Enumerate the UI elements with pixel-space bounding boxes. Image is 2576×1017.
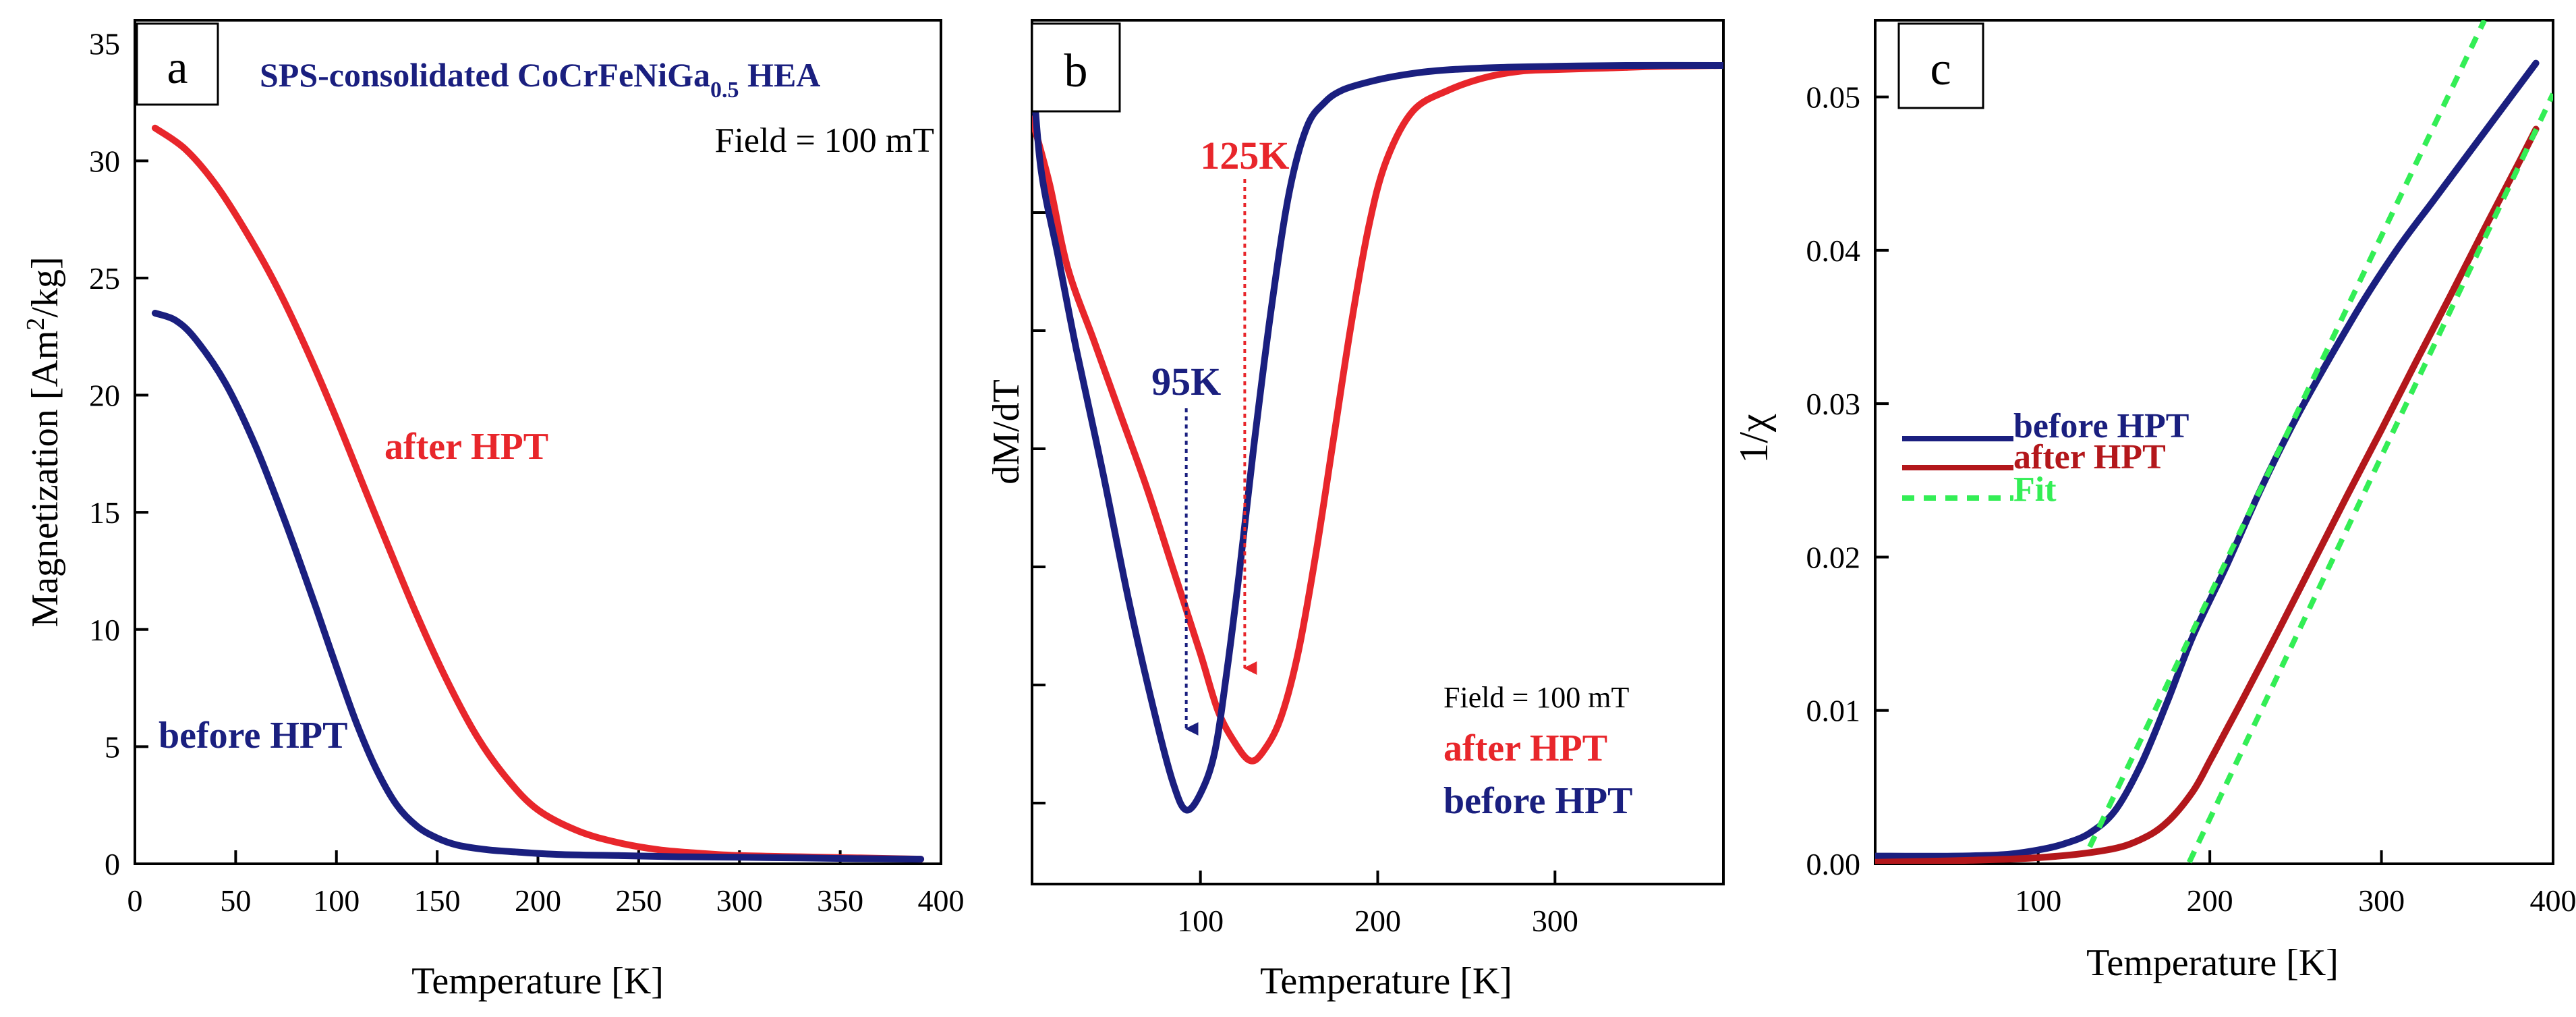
panel-letter: b [1064,45,1088,97]
axis-ticks: 100 200 300 400 0.00 0.01 0.02 0.03 0.04 0.05 [1806,80,2576,918]
series-label-after-hpt: after HPT [1443,727,1607,769]
x-tick-label: 200 [2187,883,2233,918]
y-tick-label: 0.02 [1806,540,1861,574]
axis-ticks: 0 50 100 150 200 250 300 350 400 0 5 10 15 20 25 30 35 [89,27,965,918]
panel-letter-box [1031,22,1121,113]
x-tick-label: 300 [2358,883,2405,918]
series-line-after-hpt [1032,62,1723,765]
y-tick-label: 0.03 [1806,387,1861,421]
series-line-before-hpt [1032,58,1723,814]
panel-letter-box [1897,22,1984,109]
y-tick-label: 0.00 [1806,847,1861,881]
x-tick-label: 0 [127,883,143,918]
x-tick-label: 300 [1532,904,1578,938]
y-axis-label: dM/dT [985,379,1027,485]
plot-frame [1874,19,2554,865]
y-tick-label: 20 [89,379,120,413]
legend-label-before-hpt: before HPT [2013,407,2189,445]
field-note: Field = 100 mT [715,121,934,160]
y-tick-label: 0.01 [1806,694,1861,728]
x-tick-label: 100 [2015,883,2061,918]
series-label-after-hpt: after HPT [384,426,548,468]
annotation-arrows [1184,179,1257,736]
series-lines [151,124,925,863]
panel-letter: a [167,42,188,94]
y-tick-label: 0 [105,847,120,881]
x-tick-label: 50 [220,883,251,918]
x-tick-label: 350 [817,883,863,918]
panel-letter-box [136,22,219,106]
legend: before HPT after HPT Fit [1902,407,2189,509]
y-tick-label: 10 [89,613,120,647]
legend-label-after-hpt: after HPT [2013,438,2166,476]
x-tick-label: 200 [515,883,561,918]
x-axis-label: Temperature [K] [411,960,664,1002]
x-tick-label: 400 [918,883,965,918]
y-axis-label: Magnetization [Am2/kg] [22,256,66,627]
x-tick-label: 100 [1177,904,1224,938]
legend-label-fit: Fit [2013,470,2057,509]
series-lines [1032,58,1723,814]
chart-title: SPS-consolidated CoCrFeNiGa0.5 HEA [260,56,820,103]
y-tick-label: 0.05 [1806,80,1861,115]
series-line-fit [2087,20,2487,848]
annotation-95k: 95K [1151,360,1221,404]
axis-ticks: 100 200 300 [1032,93,1578,938]
annotation-125k: 125K [1200,134,1289,177]
x-tick-label: 150 [414,883,461,918]
x-axis-label: Temperature [K] [2086,942,2339,984]
y-tick-label: 0.04 [1806,233,1861,268]
field-note: Field = 100 mT [1443,681,1629,714]
y-tick-label: 25 [89,261,120,296]
panel-b: 100 200 300 b 125K 95K Field = 100 mT afte… [985,19,1725,1002]
x-tick-label: 200 [1354,904,1401,938]
series-lines [1875,20,2553,864]
series-line-fit [2186,92,2553,864]
panel-c: 100 200 300 400 0.00 0.01 0.02 0.03 0.04 0.05 c b… [1731,19,2576,984]
panel-a: 0 50 100 150 200 250 300 350 400 0 5 10 15 20 25 30 35 a… [22,19,965,1002]
x-tick-label: 100 [313,883,360,918]
panel-letter: c [1930,43,1951,95]
series-label-before-hpt: before HPT [159,715,347,757]
y-tick-label: 30 [89,144,120,178]
x-tick-label: 400 [2530,883,2576,918]
series-line-before-hpt [151,310,925,863]
y-tick-label: 35 [89,27,120,61]
series-label-before-hpt: before HPT [1443,780,1632,822]
x-tick-label: 300 [716,883,763,918]
y-axis-label: 1/χ [1731,414,1776,464]
y-tick-label: 15 [89,495,120,530]
series-line-after-hpt [1875,126,2540,864]
y-tick-label: 5 [105,730,120,764]
x-axis-label: Temperature [K] [1260,960,1512,1002]
x-tick-label: 250 [615,883,662,918]
